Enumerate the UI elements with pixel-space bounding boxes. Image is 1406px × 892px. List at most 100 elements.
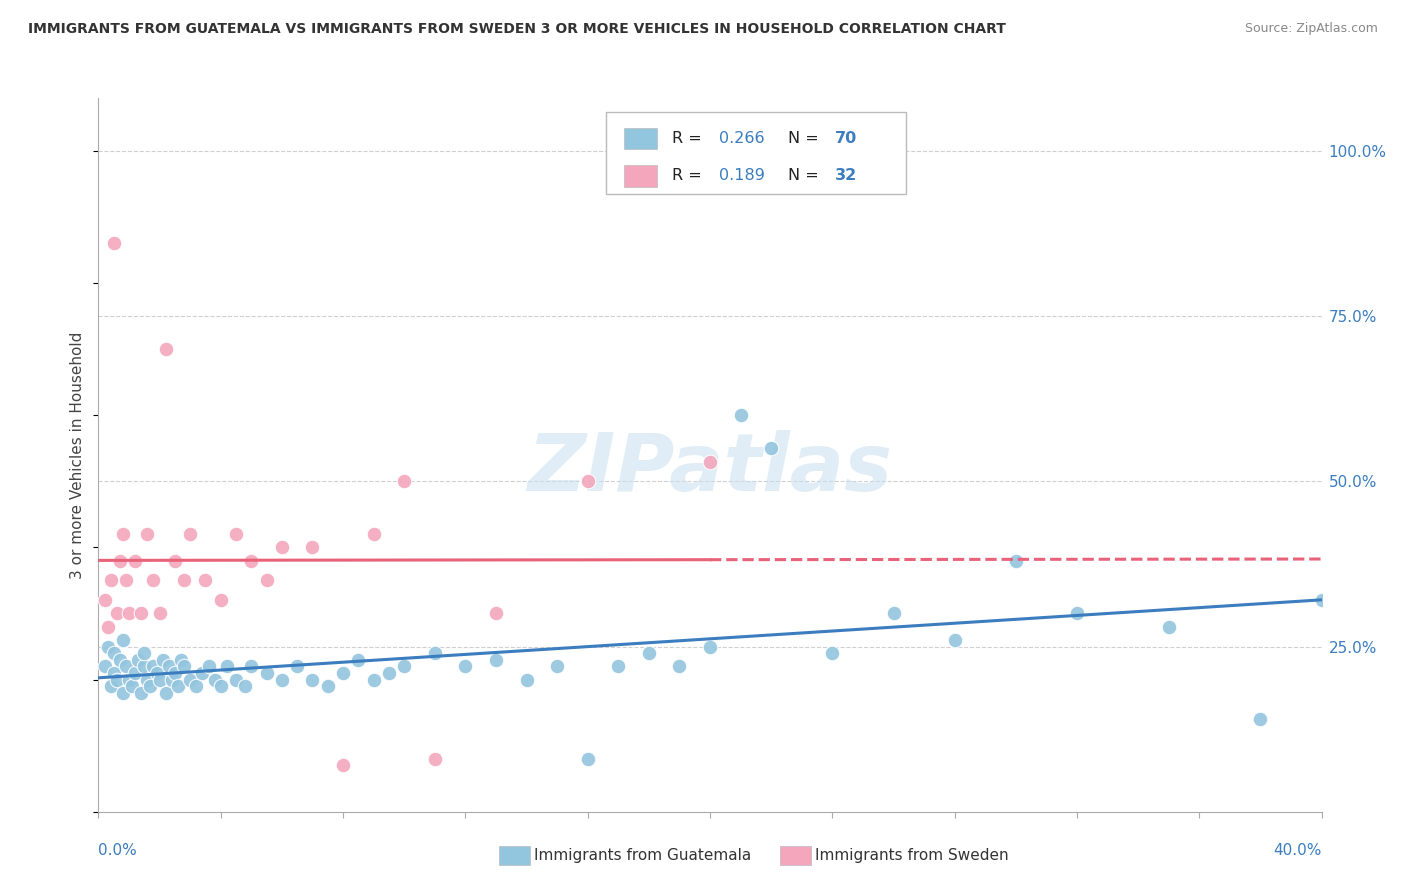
- Point: [100, 574, 122, 588]
- Point: [111, 527, 134, 541]
- Point: [637, 646, 661, 660]
- Point: [270, 673, 292, 687]
- Point: [378, 665, 401, 680]
- Point: [270, 541, 292, 555]
- Point: [576, 475, 599, 489]
- Text: 0.189: 0.189: [718, 169, 765, 184]
- Point: [204, 673, 226, 687]
- Text: Source: ZipAtlas.com: Source: ZipAtlas.com: [1244, 22, 1378, 36]
- Point: [111, 686, 134, 700]
- Point: [105, 607, 128, 621]
- Point: [134, 659, 156, 673]
- Point: [170, 653, 193, 667]
- Point: [134, 646, 156, 660]
- Point: [516, 673, 538, 687]
- Point: [149, 607, 172, 621]
- Point: [111, 632, 134, 647]
- Point: [423, 646, 446, 660]
- Text: R =: R =: [672, 169, 707, 184]
- Point: [115, 574, 138, 588]
- Point: [108, 653, 131, 667]
- Text: R =: R =: [672, 131, 707, 146]
- Point: [191, 665, 214, 680]
- Point: [240, 659, 263, 673]
- Point: [167, 679, 190, 693]
- Point: [129, 686, 152, 700]
- Point: [179, 527, 201, 541]
- FancyBboxPatch shape: [624, 165, 658, 186]
- Text: N =: N =: [789, 169, 824, 184]
- Point: [209, 679, 232, 693]
- Point: [93, 593, 115, 607]
- Point: [225, 673, 247, 687]
- Point: [285, 659, 308, 673]
- Point: [256, 665, 278, 680]
- Point: [332, 758, 354, 772]
- Point: [142, 574, 165, 588]
- Point: [124, 554, 146, 568]
- Point: [332, 665, 354, 680]
- Point: [194, 574, 217, 588]
- Point: [1157, 620, 1180, 634]
- Point: [142, 659, 165, 673]
- Point: [485, 607, 508, 621]
- Point: [179, 673, 201, 687]
- Point: [821, 646, 844, 660]
- Text: 0.266: 0.266: [718, 131, 765, 146]
- Point: [129, 607, 152, 621]
- Text: IMMIGRANTS FROM GUATEMALA VS IMMIGRANTS FROM SWEDEN 3 OR MORE VEHICLES IN HOUSEH: IMMIGRANTS FROM GUATEMALA VS IMMIGRANTS …: [28, 22, 1007, 37]
- Point: [943, 632, 966, 647]
- Point: [316, 679, 339, 693]
- Text: Immigrants from Sweden: Immigrants from Sweden: [815, 848, 1010, 863]
- Point: [118, 607, 141, 621]
- Point: [197, 659, 219, 673]
- Point: [256, 574, 278, 588]
- Point: [546, 659, 568, 673]
- Point: [145, 665, 167, 680]
- Point: [103, 236, 125, 251]
- Point: [108, 554, 131, 568]
- Text: 0.0%: 0.0%: [98, 843, 138, 858]
- Point: [699, 454, 721, 468]
- Point: [103, 646, 125, 660]
- Point: [576, 752, 599, 766]
- Point: [115, 659, 138, 673]
- Point: [100, 679, 122, 693]
- Point: [225, 527, 247, 541]
- Text: ZIPatlas: ZIPatlas: [527, 430, 893, 508]
- Point: [1249, 712, 1271, 726]
- Point: [607, 659, 630, 673]
- Point: [1066, 607, 1088, 621]
- Text: Immigrants from Guatemala: Immigrants from Guatemala: [534, 848, 752, 863]
- Point: [759, 442, 782, 456]
- FancyBboxPatch shape: [624, 128, 658, 150]
- Point: [155, 686, 177, 700]
- Point: [209, 593, 232, 607]
- Point: [157, 659, 180, 673]
- Point: [730, 409, 752, 423]
- Y-axis label: 3 or more Vehicles in Household: 3 or more Vehicles in Household: [70, 331, 86, 579]
- Point: [163, 665, 186, 680]
- Point: [485, 653, 508, 667]
- Point: [454, 659, 477, 673]
- Point: [1310, 593, 1333, 607]
- Point: [668, 659, 690, 673]
- Point: [240, 554, 263, 568]
- Text: 40.0%: 40.0%: [1274, 843, 1322, 858]
- Point: [363, 527, 385, 541]
- Point: [97, 620, 120, 634]
- Point: [186, 679, 208, 693]
- Point: [127, 653, 149, 667]
- Point: [301, 541, 323, 555]
- Point: [699, 640, 721, 654]
- Text: 32: 32: [835, 169, 858, 184]
- Point: [152, 653, 174, 667]
- Point: [160, 673, 183, 687]
- Point: [423, 752, 446, 766]
- Point: [97, 640, 120, 654]
- Point: [155, 342, 177, 356]
- Point: [233, 679, 256, 693]
- Point: [118, 673, 141, 687]
- Point: [301, 673, 323, 687]
- Point: [105, 673, 128, 687]
